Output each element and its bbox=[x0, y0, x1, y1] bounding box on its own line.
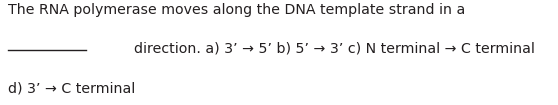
Text: direction. a) 3’ → 5’ b) 5’ → 3’ c) N terminal → C terminal: direction. a) 3’ → 5’ b) 5’ → 3’ c) N te… bbox=[134, 42, 535, 56]
Text: d) 3’ → C terminal: d) 3’ → C terminal bbox=[8, 82, 136, 96]
Text: The RNA polymerase moves along the DNA template strand in a: The RNA polymerase moves along the DNA t… bbox=[8, 3, 465, 17]
